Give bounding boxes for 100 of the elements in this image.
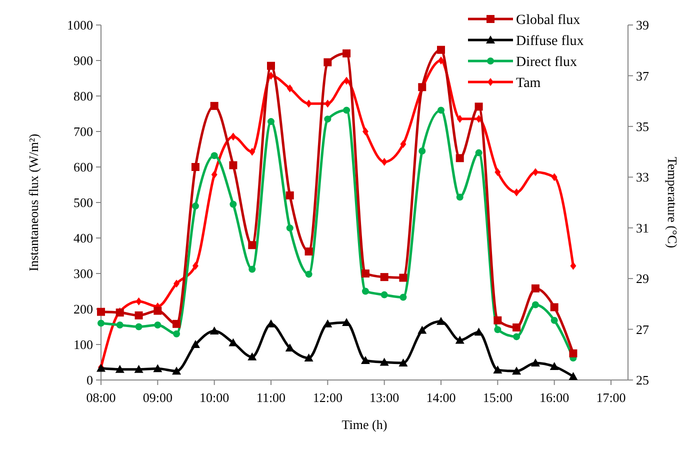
y2-tick-label: 39 [636, 18, 649, 33]
point [286, 224, 294, 232]
y-tick-label: 100 [74, 337, 93, 352]
point [512, 366, 522, 375]
point [304, 247, 313, 256]
x-tick-label: 12:00 [312, 390, 342, 405]
point [342, 49, 351, 58]
point [210, 326, 219, 335]
point [494, 168, 501, 176]
point [306, 100, 312, 108]
point [324, 116, 332, 123]
point [172, 320, 181, 328]
point [323, 319, 332, 328]
x-tick-label: 09:00 [142, 390, 172, 405]
point [248, 241, 256, 250]
point [380, 273, 388, 282]
point [343, 106, 350, 114]
legend-label: Tam [516, 76, 541, 91]
point [134, 311, 143, 320]
point [360, 356, 370, 364]
y2-tick-label: 37 [636, 68, 650, 84]
point [532, 168, 538, 176]
point [569, 349, 578, 358]
point [174, 280, 180, 288]
point [211, 170, 218, 179]
point [249, 148, 256, 156]
point [192, 262, 198, 270]
point [154, 306, 162, 315]
y-tick-label: 300 [74, 266, 93, 282]
point [115, 364, 124, 373]
legend-label: Direct flux [516, 54, 578, 70]
x-tick-label: 10:00 [200, 390, 230, 405]
point [474, 102, 483, 111]
point [550, 362, 559, 370]
x-tick-label: 08:00 [86, 390, 116, 405]
x-axis-title: Time (h) [342, 417, 388, 432]
point [398, 358, 408, 366]
point [230, 132, 236, 141]
y-axis-title: Instantaneous flux (W/m²) [26, 134, 41, 272]
point [400, 294, 407, 301]
y2-tick-label: 33 [636, 170, 649, 185]
y2-tick-label: 29 [636, 271, 649, 286]
point [153, 364, 162, 372]
y2-tick-label: 35 [636, 118, 649, 134]
point [493, 366, 502, 374]
y-tick-label: 500 [74, 195, 93, 210]
point [135, 323, 142, 330]
y2-axis-title: Temperature (°C) [665, 156, 679, 248]
point [550, 316, 558, 324]
y-tick-label: 200 [74, 302, 93, 317]
y-tick-label: 700 [74, 124, 93, 140]
point [568, 372, 578, 380]
point [530, 358, 540, 366]
point [229, 161, 238, 170]
y2-tick-label: 31 [636, 220, 649, 236]
point [305, 270, 312, 278]
point [381, 158, 388, 166]
point [286, 191, 294, 200]
point [210, 102, 218, 110]
point [512, 323, 521, 332]
point [248, 266, 256, 273]
point [475, 149, 482, 156]
point [192, 202, 199, 210]
point [456, 154, 464, 162]
point [97, 308, 105, 316]
point [98, 320, 104, 327]
point [400, 140, 406, 148]
legend-label: Global flux [516, 12, 580, 28]
point [267, 62, 275, 70]
point [134, 364, 144, 373]
y-tick-label: 0 [86, 372, 93, 388]
point [531, 284, 540, 292]
point [438, 56, 444, 64]
y2-tick-label: 27 [636, 322, 650, 337]
point [380, 358, 389, 366]
point [362, 128, 368, 136]
y-tick-label: 600 [74, 160, 93, 175]
y-tick-label: 900 [74, 53, 93, 68]
point [286, 84, 293, 92]
x-tick-label: 16:00 [540, 390, 570, 405]
point [436, 316, 446, 325]
point [551, 173, 558, 182]
point [136, 297, 142, 306]
point [190, 340, 200, 348]
point [116, 321, 124, 328]
point [324, 58, 332, 66]
point [494, 326, 502, 334]
point [494, 316, 502, 324]
point [532, 301, 539, 308]
point [380, 291, 388, 298]
point [362, 288, 369, 295]
x-tick-label: 17:00 [596, 390, 626, 405]
point [191, 163, 200, 171]
point [285, 344, 294, 352]
point [418, 148, 426, 155]
point [173, 330, 180, 338]
point [456, 114, 463, 123]
point [438, 106, 444, 114]
x-tick-label: 13:00 [370, 390, 400, 405]
point [154, 321, 162, 328]
